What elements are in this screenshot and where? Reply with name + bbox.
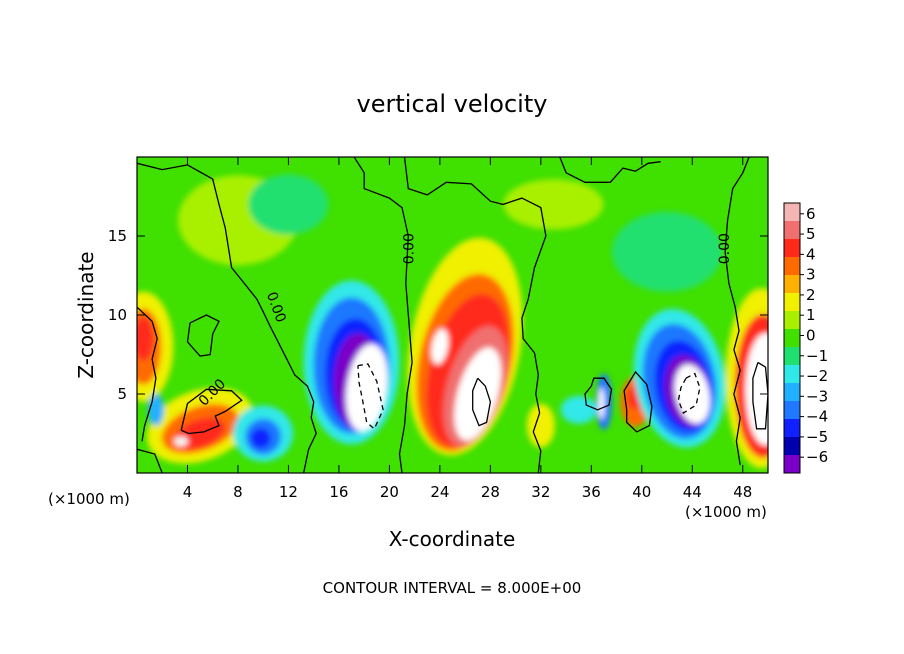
colorbar-swatch [784, 293, 800, 312]
zero-contour [180, 388, 243, 435]
updraft-core [137, 316, 154, 361]
x-tick-label: 20 [380, 483, 399, 501]
colorbar-swatch [784, 383, 800, 402]
colorbar-tick-label: −3 [806, 387, 828, 405]
x-tick-label: 24 [430, 483, 449, 501]
x-tick-label: 12 [279, 483, 298, 501]
y-tick-label: 15 [108, 227, 127, 245]
colorbar-swatch [784, 401, 800, 420]
colorbar-tick-label: −5 [806, 428, 828, 446]
zero-contour [559, 157, 661, 183]
x-axis-label: X-coordinate [389, 527, 516, 551]
colorbar-tick-label: −2 [806, 367, 828, 385]
x-tick-label: 36 [582, 483, 601, 501]
velocity-field [137, 157, 768, 473]
colorbar-swatch [784, 455, 800, 474]
colorbar-swatch [784, 275, 800, 294]
downdraft-core-max [598, 387, 605, 420]
x-axis-unit: (×1000 m) [685, 503, 767, 521]
colorbar-tick-label: −1 [806, 347, 828, 365]
x-tick-label: 44 [683, 483, 702, 501]
zero-contour [137, 306, 158, 442]
zero-contour [186, 314, 220, 357]
weak-downdraft [612, 211, 723, 292]
colorbar-tick-label: 4 [806, 245, 816, 263]
zero-contour [137, 162, 317, 473]
zero-contour [724, 157, 750, 466]
colorbar-tick-label: 1 [806, 306, 816, 324]
x-tick-label: 16 [329, 483, 348, 501]
zero-contour [137, 448, 163, 473]
contour-interval-note: CONTOUR INTERVAL = 8.000E+00 [323, 579, 582, 597]
updraft-core-max [174, 436, 189, 447]
x-tick-label: 4 [183, 483, 193, 501]
negative-contour [677, 372, 701, 414]
downdraft-core-max [674, 364, 711, 424]
downdraft-core-max [345, 344, 388, 432]
colorbar-tick-label: 2 [806, 286, 816, 304]
updraft-core-max [454, 347, 502, 441]
colorbar-swatch [784, 365, 800, 384]
colorbar-tick-label: 3 [806, 266, 816, 284]
downdraft-core [250, 428, 271, 449]
zero-contour [623, 370, 653, 433]
zero-contour [403, 157, 547, 473]
updraft-core-max [431, 328, 449, 365]
colorbar-tick-label: 0 [806, 326, 816, 344]
x-tick-label: 40 [632, 483, 651, 501]
y-axis: 5 10 15 [108, 227, 768, 403]
updraft-core-max [745, 333, 768, 446]
x-tick-label: 8 [233, 483, 243, 501]
colorbar-swatch [784, 329, 800, 348]
zero-contour [584, 377, 613, 411]
y-tick-label: 10 [108, 306, 127, 324]
colorbar-swatch [784, 437, 800, 456]
colorbar-tick-label: 5 [806, 225, 816, 243]
weak-updraft [526, 403, 555, 448]
x-tick-label: 48 [733, 483, 752, 501]
colorbar-swatch [784, 347, 800, 366]
y-axis-label: Z-coordinate [74, 251, 98, 378]
colorbar-tick-label: −4 [806, 408, 828, 426]
contour-label: 0.00 [717, 233, 733, 264]
colorbar-swatch [784, 239, 800, 258]
colorbar-swatch [784, 221, 800, 240]
positive-contour [472, 377, 492, 427]
weak-downdraft [560, 395, 597, 424]
x-tick-label: 32 [531, 483, 550, 501]
x-axis: 4 8 12 16 20 24 28 32 36 40 44 48 [183, 157, 752, 501]
colorbar-tick-label: −6 [806, 448, 828, 466]
y-tick-label: 5 [117, 385, 127, 403]
colorbar-tick-label: 6 [806, 205, 816, 223]
colorbar-frame [783, 202, 801, 474]
positive-contour [752, 361, 768, 430]
weak-downdraft [248, 174, 329, 235]
chart-title: vertical velocity [357, 90, 548, 118]
colorbar-swatch [784, 257, 800, 276]
zero-contour [353, 157, 413, 473]
downdraft-small [147, 393, 164, 426]
x-tick-label: 28 [481, 483, 500, 501]
weak-updraft [503, 179, 604, 230]
x-origin-unit: (×1000 m) [48, 490, 130, 508]
colorbar-swatch [784, 203, 800, 222]
contour-label: 0.00 [401, 233, 417, 264]
colorbar-swatch [784, 419, 800, 438]
colorbar-swatch [784, 311, 800, 330]
colorbar: 6 5 4 3 2 1 0 −1 −2 −3 −4 −5 −6 [783, 202, 828, 474]
